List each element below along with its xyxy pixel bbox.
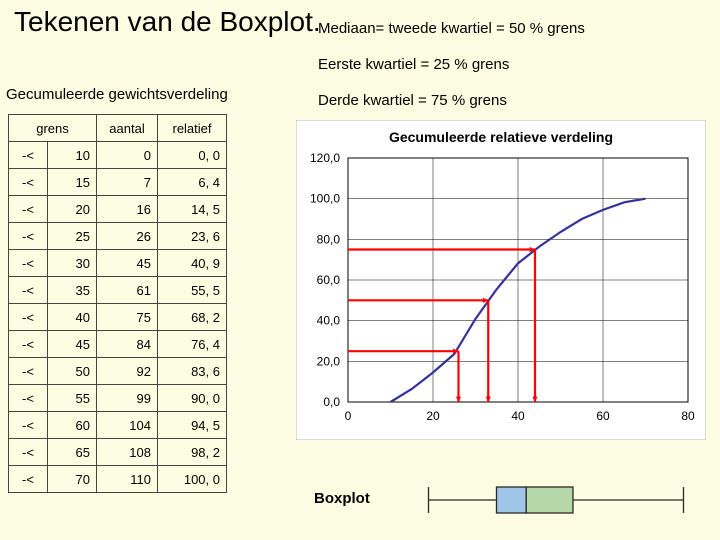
svg-text:60: 60 — [596, 409, 610, 423]
table-row: -<458476, 4 — [9, 331, 227, 358]
svg-text:Gecumuleerde relatieve verdeli: Gecumuleerde relatieve verdeling — [389, 129, 613, 145]
cell-grens: 35 — [48, 277, 97, 304]
cell-aantal: 61 — [97, 277, 158, 304]
cell-relatief: 23, 6 — [158, 223, 227, 250]
cell-sym: -< — [9, 358, 48, 385]
cell-grens: 20 — [48, 196, 97, 223]
subtitle-q1: Eerste kwartiel = 25 % grens — [318, 56, 509, 73]
table-row: -<1000, 0 — [9, 142, 227, 169]
svg-text:120,0: 120,0 — [310, 151, 340, 165]
cell-relatief: 68, 2 — [158, 304, 227, 331]
table-row: -<252623, 6 — [9, 223, 227, 250]
svg-text:20,0: 20,0 — [317, 354, 341, 368]
cell-aantal: 16 — [97, 196, 158, 223]
table-row: -<201614, 5 — [9, 196, 227, 223]
cell-grens: 55 — [48, 385, 97, 412]
table-row: -<304540, 9 — [9, 250, 227, 277]
cell-grens: 50 — [48, 358, 97, 385]
svg-text:80: 80 — [681, 409, 695, 423]
svg-text:80,0: 80,0 — [317, 232, 341, 246]
cell-relatief: 94, 5 — [158, 412, 227, 439]
col-aantal: aantal — [97, 115, 158, 142]
subtitle-q3: Derde kwartiel = 75 % grens — [318, 92, 507, 109]
cell-sym: -< — [9, 250, 48, 277]
cell-sym: -< — [9, 385, 48, 412]
cell-relatief: 98, 2 — [158, 439, 227, 466]
cumulative-chart: Gecumuleerde relatieve verdeling 0 20 40 60 8… — [296, 120, 706, 440]
svg-text:100,0: 100,0 — [310, 192, 340, 206]
cell-relatief: 76, 4 — [158, 331, 227, 358]
svg-text:40,0: 40,0 — [317, 314, 341, 328]
cell-aantal: 110 — [97, 466, 158, 493]
cell-aantal: 108 — [97, 439, 158, 466]
col-relatief: relatief — [158, 115, 227, 142]
svg-text:20: 20 — [426, 409, 440, 423]
cell-grens: 10 — [48, 142, 97, 169]
cell-grens: 45 — [48, 331, 97, 358]
cell-grens: 70 — [48, 466, 97, 493]
cell-aantal: 104 — [97, 412, 158, 439]
cell-aantal: 0 — [97, 142, 158, 169]
cell-relatief: 90, 0 — [158, 385, 227, 412]
cell-sym: -< — [9, 223, 48, 250]
table-row: -<559990, 0 — [9, 385, 227, 412]
svg-text:40: 40 — [511, 409, 525, 423]
cell-aantal: 99 — [97, 385, 158, 412]
svg-text:0: 0 — [345, 409, 352, 423]
cell-sym: -< — [9, 142, 48, 169]
cell-grens: 60 — [48, 412, 97, 439]
data-table: grens aantal relatief -<1000, 0-<1576, 4… — [8, 114, 227, 493]
cell-aantal: 84 — [97, 331, 158, 358]
cell-aantal: 92 — [97, 358, 158, 385]
table-row: -<70110100, 0 — [9, 466, 227, 493]
subtitle-median: Mediaan= tweede kwartiel = 50 % grens — [318, 20, 585, 37]
col-grens: grens — [9, 115, 97, 142]
cell-sym: -< — [9, 466, 48, 493]
cell-relatief: 40, 9 — [158, 250, 227, 277]
cell-aantal: 75 — [97, 304, 158, 331]
cell-aantal: 7 — [97, 169, 158, 196]
cell-relatief: 83, 6 — [158, 358, 227, 385]
cell-sym: -< — [9, 169, 48, 196]
cell-relatief: 55, 5 — [158, 277, 227, 304]
cell-aantal: 26 — [97, 223, 158, 250]
cell-sym: -< — [9, 331, 48, 358]
cell-sym: -< — [9, 304, 48, 331]
chart-container: Gecumuleerde relatieve verdeling 0 20 40 60 8… — [296, 120, 706, 440]
cell-relatief: 100, 0 — [158, 466, 227, 493]
cell-sym: -< — [9, 196, 48, 223]
cell-sym: -< — [9, 439, 48, 466]
page-title: Tekenen van de Boxplot. — [14, 6, 321, 38]
table-row: -<356155, 5 — [9, 277, 227, 304]
table-row: -<6010494, 5 — [9, 412, 227, 439]
table-title: Gecumuleerde gewichtsverdeling — [6, 86, 228, 103]
cell-relatief: 6, 4 — [158, 169, 227, 196]
table-header-row: grens aantal relatief — [9, 115, 227, 142]
cell-grens: 15 — [48, 169, 97, 196]
cell-grens: 30 — [48, 250, 97, 277]
table-row: -<6510898, 2 — [9, 439, 227, 466]
cell-grens: 40 — [48, 304, 97, 331]
cell-sym: -< — [9, 412, 48, 439]
cell-aantal: 45 — [97, 250, 158, 277]
cell-grens: 25 — [48, 223, 97, 250]
svg-text:60,0: 60,0 — [317, 273, 341, 287]
table-row: -<1576, 4 — [9, 169, 227, 196]
cell-relatief: 0, 0 — [158, 142, 227, 169]
cell-grens: 65 — [48, 439, 97, 466]
boxplot-label: Boxplot — [314, 490, 370, 507]
table-row: -<407568, 2 — [9, 304, 227, 331]
cell-sym: -< — [9, 277, 48, 304]
table-row: -<509283, 6 — [9, 358, 227, 385]
cell-relatief: 14, 5 — [158, 196, 227, 223]
svg-text:0,0: 0,0 — [323, 395, 340, 409]
